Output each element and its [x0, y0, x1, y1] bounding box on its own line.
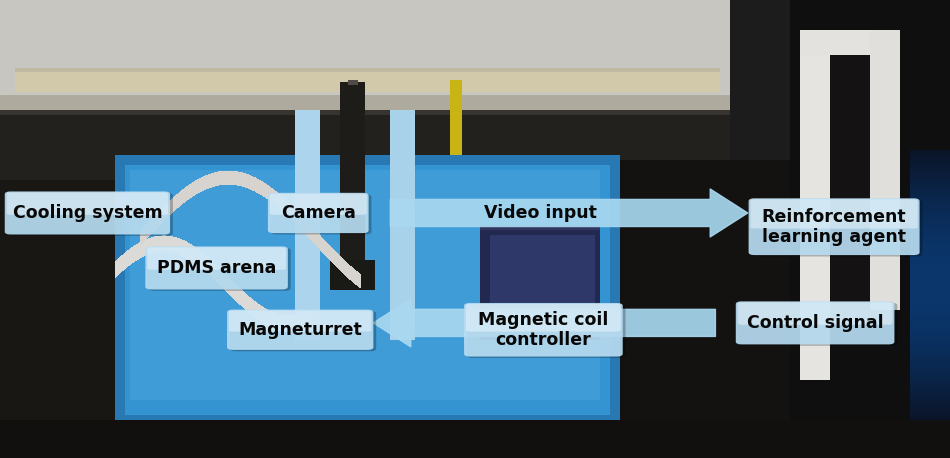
FancyBboxPatch shape [271, 194, 371, 234]
FancyBboxPatch shape [8, 193, 173, 236]
Text: Video input: Video input [484, 204, 597, 222]
Text: Magnetic coil
controller: Magnetic coil controller [478, 311, 609, 349]
Text: Camera: Camera [281, 204, 355, 222]
FancyBboxPatch shape [750, 199, 918, 229]
Text: Cooling system: Cooling system [12, 204, 162, 222]
FancyBboxPatch shape [148, 248, 291, 291]
FancyBboxPatch shape [270, 194, 367, 215]
FancyBboxPatch shape [466, 304, 625, 358]
FancyBboxPatch shape [751, 200, 922, 256]
FancyBboxPatch shape [464, 303, 623, 356]
FancyBboxPatch shape [230, 311, 376, 351]
FancyBboxPatch shape [229, 311, 371, 332]
FancyBboxPatch shape [737, 302, 893, 325]
Text: Reinforcement
learning agent: Reinforcement learning agent [762, 207, 906, 246]
FancyBboxPatch shape [466, 304, 620, 332]
FancyBboxPatch shape [735, 301, 894, 344]
FancyBboxPatch shape [147, 247, 286, 270]
FancyBboxPatch shape [739, 303, 897, 346]
FancyBboxPatch shape [5, 191, 170, 234]
FancyBboxPatch shape [7, 192, 168, 215]
Text: Control signal: Control signal [747, 314, 884, 332]
FancyBboxPatch shape [268, 193, 369, 233]
FancyBboxPatch shape [227, 310, 373, 350]
Text: PDMS arena: PDMS arena [157, 259, 276, 277]
Text: Magneturret: Magneturret [238, 321, 362, 339]
FancyBboxPatch shape [145, 246, 288, 289]
FancyBboxPatch shape [749, 198, 920, 255]
